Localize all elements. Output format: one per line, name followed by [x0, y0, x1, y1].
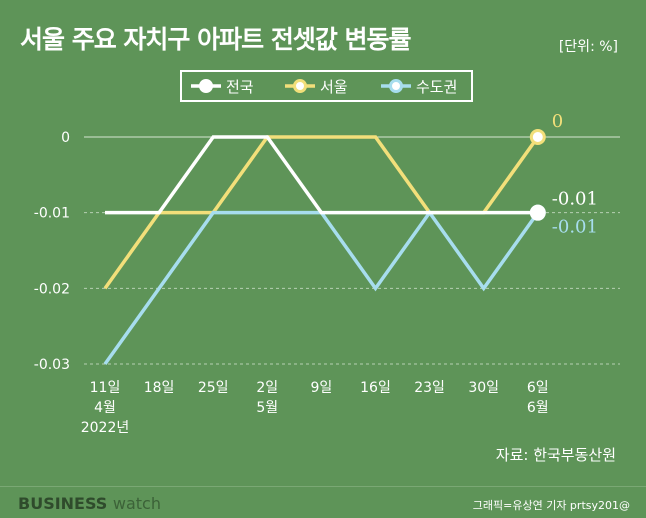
series-end-marker: [529, 204, 546, 221]
y-tick-label: -0.03: [34, 357, 70, 373]
x-tick-label: 18일: [144, 380, 175, 396]
legend-swatch-marker: [199, 79, 213, 93]
x-tick-label: 16일: [360, 380, 391, 396]
legend-label: 서울: [320, 78, 348, 96]
source-note: 자료: 한국부동산원: [495, 446, 616, 464]
footer-divider: [0, 486, 646, 487]
unit-label: [단위: %]: [558, 39, 618, 55]
x-tick-label: 6일: [527, 380, 549, 396]
x-tick-label: 2022년: [81, 420, 130, 436]
y-tick-label: 0: [61, 130, 70, 146]
y-tick-label: -0.01: [34, 206, 70, 222]
x-tick-label: 25일: [198, 380, 229, 396]
x-tick-label: 6월: [527, 400, 549, 416]
credit-note: 그래픽=유상연 기자 prtsy201@: [472, 499, 630, 512]
legend-label: 전국: [226, 78, 254, 96]
series-line: [105, 135, 538, 215]
y-tick-label: -0.02: [34, 281, 70, 297]
legend-swatch-marker: [293, 79, 307, 93]
series-end-marker: [529, 129, 546, 145]
brand-strong: BUSINESS: [18, 494, 108, 513]
end-value-label: 0: [552, 111, 563, 132]
legend-swatch-marker: [389, 79, 403, 93]
x-tick-label: 11일: [90, 380, 121, 396]
legend-label: 수도권: [416, 78, 457, 96]
x-tick-label: 4월: [94, 400, 116, 416]
x-tick-label: 9일: [311, 380, 333, 396]
end-value-label: -0.01: [552, 189, 598, 210]
brand-logo: BUSINESS watch: [18, 494, 161, 513]
brand-light: watch: [112, 494, 161, 513]
legend-inner: [182, 72, 471, 100]
end-value-label: -0.01: [552, 217, 598, 238]
x-tick-label: 30일: [468, 380, 499, 396]
x-tick-label: 5월: [256, 400, 278, 416]
x-tick-label: 23일: [414, 380, 445, 396]
page-title: 서울 주요 자치구 아파트 전셋값 변동률: [20, 25, 412, 54]
x-tick-label: 2일: [256, 380, 278, 396]
